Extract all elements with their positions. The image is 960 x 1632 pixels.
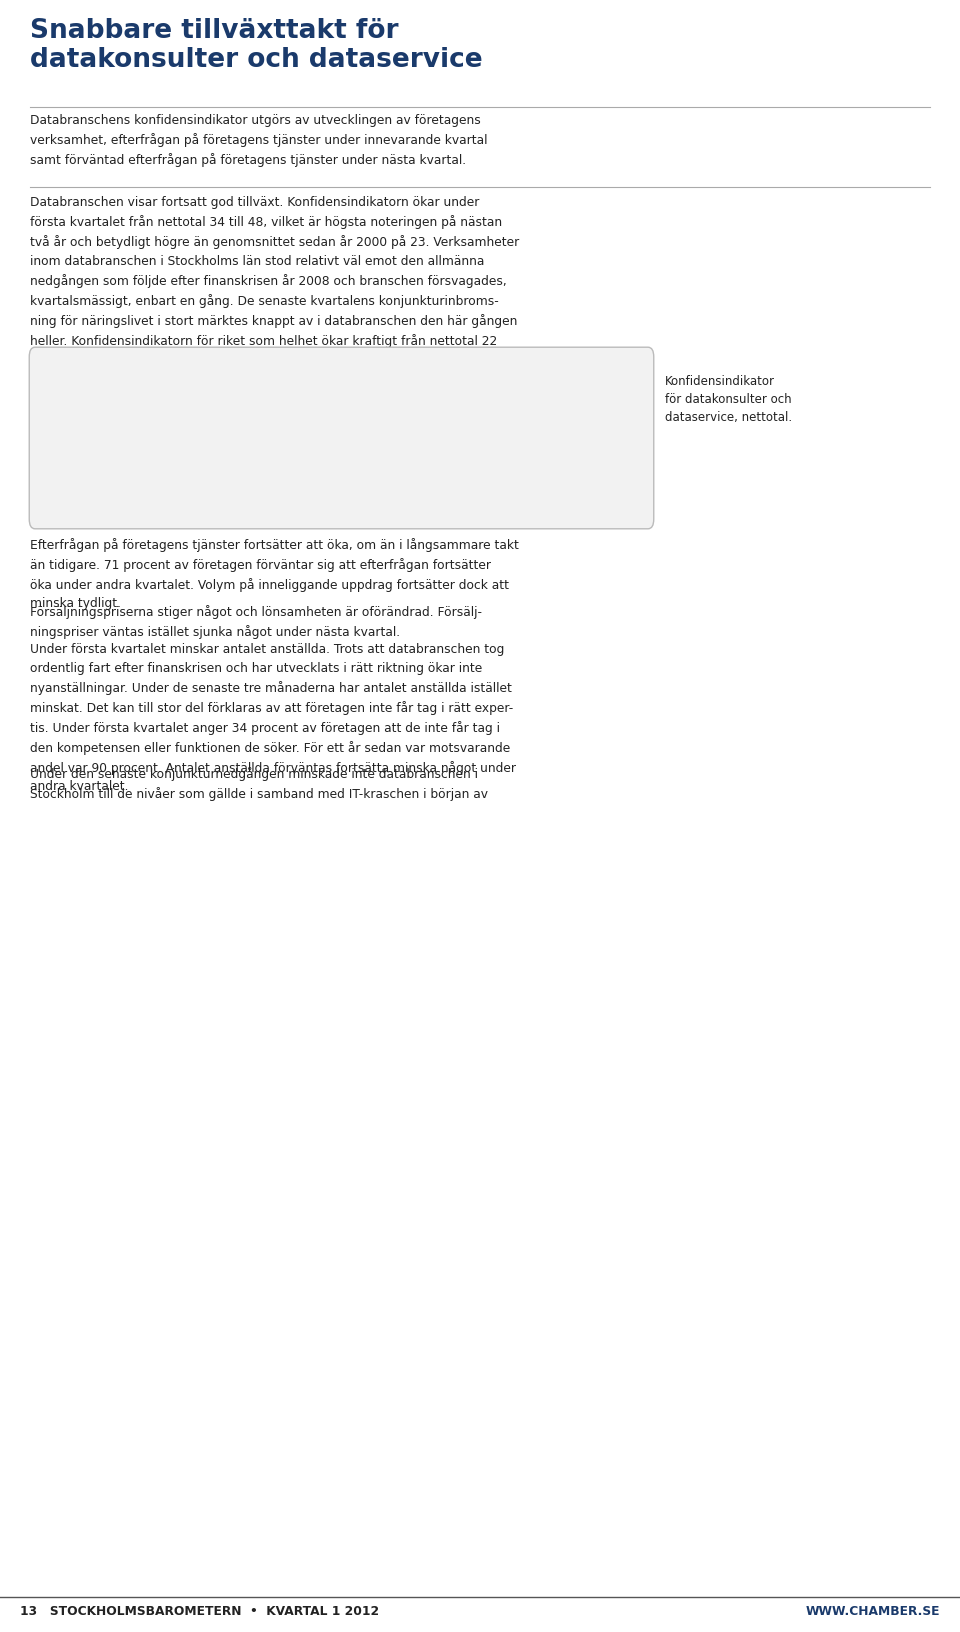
Text: Försäljningspriserna stiger något och lönsamheten är oförändrad. Försälj-
ningsp: Försäljningspriserna stiger något och lö… — [30, 604, 482, 638]
Text: Riket: Riket — [326, 467, 356, 480]
Text: Databranschens konfidensindikator utgörs av utvecklingen av företagens
verksamhe: Databranschens konfidensindikator utgörs… — [30, 114, 488, 166]
Text: WWW.CHAMBER.SE: WWW.CHAMBER.SE — [805, 1604, 940, 1617]
Text: Under den senaste konjunkturnedgången minskade inte databranschen i
Stockholm ti: Under den senaste konjunkturnedgången mi… — [30, 767, 488, 800]
Text: Konfidensindikator
för datakonsulter och
dataservice, nettotal.: Konfidensindikator för datakonsulter och… — [665, 375, 792, 424]
Text: Snabbare tillväxttakt för
datakonsulter och dataservice: Snabbare tillväxttakt för datakonsulter … — [30, 18, 483, 73]
Text: Efterfrågan på företagens tjänster fortsätter att öka, om än i långsammare takt
: Efterfrågan på företagens tjänster forts… — [30, 537, 518, 610]
Text: Under första kvartalet minskar antalet anställda. Trots att databranschen tog
or: Under första kvartalet minskar antalet a… — [30, 643, 516, 793]
Text: Medelvärde Stockholm: Medelvärde Stockholm — [326, 478, 462, 491]
Text: Nettotal: Nettotal — [60, 364, 108, 377]
Text: Databranschen visar fortsatt god tillväxt. Konfidensindikatorn ökar under
första: Databranschen visar fortsatt god tillväx… — [30, 196, 519, 366]
Text: 13   STOCKHOLMSBAROMETERN  •  KVARTAL 1 2012: 13 STOCKHOLMSBAROMETERN • KVARTAL 1 2012 — [20, 1604, 379, 1617]
Text: Stockholm: Stockholm — [326, 455, 389, 468]
